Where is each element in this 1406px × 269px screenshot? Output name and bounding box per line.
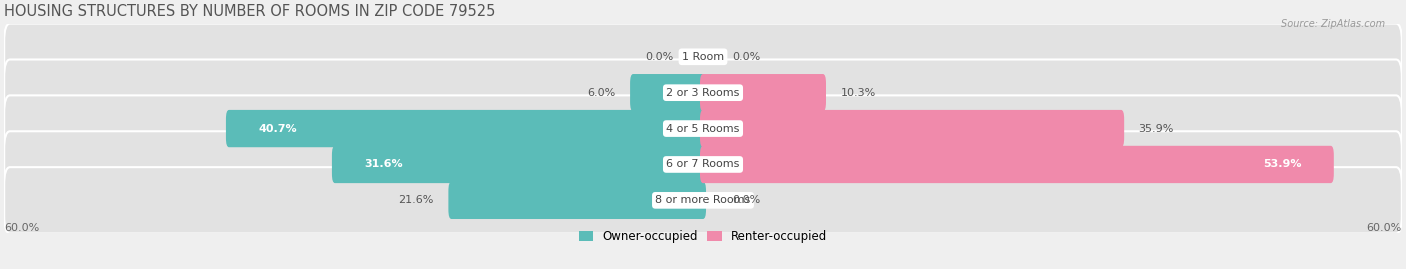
Text: HOUSING STRUCTURES BY NUMBER OF ROOMS IN ZIP CODE 79525: HOUSING STRUCTURES BY NUMBER OF ROOMS IN… xyxy=(4,4,495,19)
Text: 0.0%: 0.0% xyxy=(733,52,761,62)
FancyBboxPatch shape xyxy=(4,95,1402,162)
Text: 1 Room: 1 Room xyxy=(682,52,724,62)
FancyBboxPatch shape xyxy=(700,74,825,111)
Text: 53.9%: 53.9% xyxy=(1263,160,1302,169)
FancyBboxPatch shape xyxy=(700,110,1125,147)
Text: 2 or 3 Rooms: 2 or 3 Rooms xyxy=(666,88,740,98)
FancyBboxPatch shape xyxy=(4,167,1402,233)
FancyBboxPatch shape xyxy=(332,146,706,183)
Text: 10.3%: 10.3% xyxy=(841,88,876,98)
FancyBboxPatch shape xyxy=(226,110,706,147)
Text: 0.0%: 0.0% xyxy=(645,52,673,62)
FancyBboxPatch shape xyxy=(700,146,1334,183)
FancyBboxPatch shape xyxy=(630,74,706,111)
Text: 4 or 5 Rooms: 4 or 5 Rooms xyxy=(666,123,740,134)
Text: 8 or more Rooms: 8 or more Rooms xyxy=(655,195,751,205)
Text: 21.6%: 21.6% xyxy=(398,195,434,205)
FancyBboxPatch shape xyxy=(4,59,1402,126)
Text: 31.6%: 31.6% xyxy=(364,160,402,169)
Legend: Owner-occupied, Renter-occupied: Owner-occupied, Renter-occupied xyxy=(579,230,827,243)
Text: 60.0%: 60.0% xyxy=(1367,223,1402,233)
Text: Source: ZipAtlas.com: Source: ZipAtlas.com xyxy=(1281,19,1385,29)
Text: 35.9%: 35.9% xyxy=(1139,123,1174,134)
FancyBboxPatch shape xyxy=(4,24,1402,90)
Text: 40.7%: 40.7% xyxy=(259,123,297,134)
Text: 6.0%: 6.0% xyxy=(588,88,616,98)
Text: 60.0%: 60.0% xyxy=(4,223,39,233)
Text: 6 or 7 Rooms: 6 or 7 Rooms xyxy=(666,160,740,169)
FancyBboxPatch shape xyxy=(449,182,706,219)
FancyBboxPatch shape xyxy=(4,131,1402,198)
Text: 0.0%: 0.0% xyxy=(733,195,761,205)
